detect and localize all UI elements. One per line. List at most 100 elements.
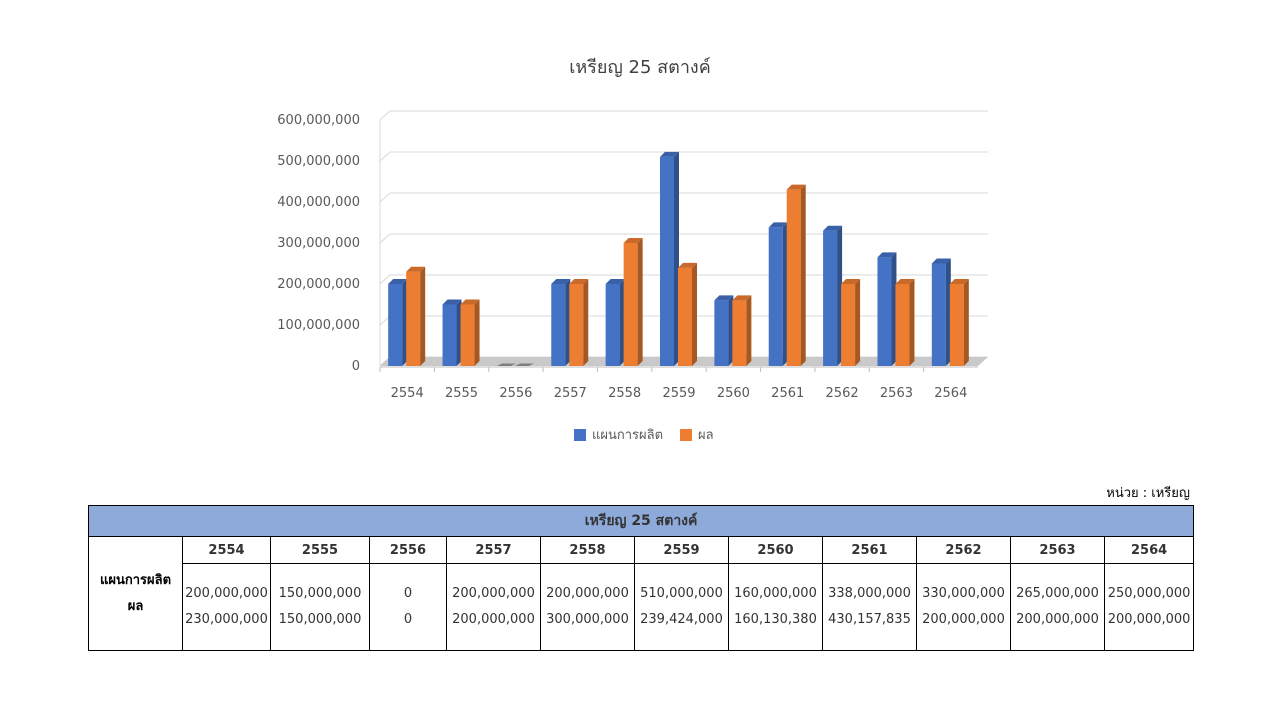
legend-label: ผล [698,428,714,443]
x-tick-label: 2558 [608,386,641,401]
legend-label: แผนการผลิต [592,428,663,443]
grid-connector [379,192,391,203]
x-tick-label: 2562 [826,386,859,401]
actual-value: 200,000,000 [452,612,535,627]
actual-value: 300,000,000 [546,612,629,627]
table-value-cell: 330,000,000 200,000,000 [916,563,1011,651]
plan-value: 200,000,000 [185,586,268,601]
plan-value: 338,000,000 [828,586,911,601]
actual-value: 239,424,000 [640,612,723,627]
bar-actual [841,279,861,366]
bar-plan [660,151,679,366]
plan-value: 330,000,000 [922,586,1005,601]
x-tick-label: 2560 [717,386,750,401]
x-tick-label: 2559 [662,386,695,401]
bar-plan [605,279,625,366]
grid-connector [379,274,391,285]
bar-plan [442,299,462,366]
table-year-header: 2555 [270,536,370,564]
legend-swatch [574,429,586,441]
actual-value: 230,000,000 [185,612,268,627]
table-value-cell: 150,000,000 150,000,000 [270,563,370,651]
bar-plan [931,258,951,366]
row-label-plan: แผนการผลิต [99,572,172,588]
bar-actual [949,279,969,366]
y-tick-label: 300,000,000 [277,236,360,251]
bar-plan [388,279,408,366]
bar-actual [460,299,480,366]
bar-plan [551,279,571,366]
table-year-header: 2563 [1010,536,1105,564]
actual-value: 200,000,000 [1107,612,1191,627]
table-year-header: 2562 [916,536,1011,564]
plan-value: 200,000,000 [452,586,535,601]
plan-value: 150,000,000 [278,586,362,601]
data-table: เหรียญ 25 สตางค์ แผนการผลิต ผล 2554 2555 2… [87,505,1195,651]
x-tick-label: 2555 [445,386,478,401]
y-tick-label: 500,000,000 [277,154,360,169]
table-value-cell: 200,000,000 200,000,000 [446,563,541,651]
x-tick-label: 2563 [880,386,913,401]
row-label-actual: ผล [127,598,144,614]
bar-actual [514,363,534,366]
row-labels-cell: แผนการผลิต ผล [88,536,183,651]
grid-connector [379,233,391,244]
table-year-header: 2560 [728,536,823,564]
table-year-header: 2561 [822,536,917,564]
legend-swatch [680,429,692,441]
bar-plan [877,252,897,366]
actual-value: 430,157,835 [828,612,911,627]
plan-value: 200,000,000 [546,586,629,601]
table-value-cell: 200,000,000 230,000,000 [182,563,271,651]
actual-value: 150,000,000 [278,612,362,627]
y-tick-label: 100,000,000 [277,318,360,333]
table-values-row: 200,000,000 230,000,000 150,000,000 150,000… [89,563,1195,651]
table-header-row: แผนการผลิต ผล 2554 2555 2556 2557 2558 2559 25… [88,536,1195,651]
actual-value: 200,000,000 [922,612,1005,627]
bar-actual [678,262,697,366]
table-value-cell: 510,000,000 239,424,000 [634,563,729,651]
unit-label: หน่วย : เหรียญ [1106,486,1190,501]
bar-plan [768,222,788,366]
y-tick-label: 0 [352,359,360,374]
plan-value: 510,000,000 [640,586,723,601]
bar-plan [823,225,843,366]
table-year-header: 2558 [540,536,635,564]
table-value-cell: 160,000,000 160,130,380 [728,563,823,651]
grid-connector [379,110,391,121]
bar-chart: 0 100,000,000 200,000,000 300,000,000 400,00… [277,110,988,443]
plan-value: 0 [403,586,413,601]
x-tick-label: 2561 [771,386,804,401]
grid-connector [379,151,391,162]
actual-value: 160,130,380 [734,612,817,627]
table-value-cell: 265,000,000 200,000,000 [1010,563,1105,651]
plan-value: 160,000,000 [734,586,817,601]
actual-value: 200,000,000 [1016,612,1099,627]
table-value-cell: 200,000,000 300,000,000 [540,563,635,651]
bar-actual [732,295,752,366]
x-tick-label: 2564 [934,386,967,401]
bar-actual [623,238,643,366]
plan-value: 265,000,000 [1016,586,1099,601]
table-year-header: 2559 [634,536,729,564]
table-year-header: 2554 [182,536,271,564]
bar-actual [406,266,426,366]
bar-actual [895,279,915,366]
y-tick-label: 200,000,000 [277,277,360,292]
table-value-cell: 338,000,000 430,157,835 [822,563,917,651]
table-year-header: 2557 [446,536,541,564]
y-tick-label: 400,000,000 [277,195,360,210]
table-year-header: 2564 [1103,536,1195,564]
x-tick-label: 2557 [554,386,587,401]
table-year-header: 2556 [369,536,447,564]
plan-value: 250,000,000 [1107,586,1191,601]
y-tick-label: 600,000,000 [277,113,360,128]
bar-actual [786,184,806,366]
bar-plan [496,363,516,366]
x-tick-label: 2556 [499,386,532,401]
bar-plan [714,295,734,366]
table-value-cell: 250,000,000 200,000,000 [1103,563,1195,651]
table-title: เหรียญ 25 สตางค์ [87,505,1195,537]
actual-value: 0 [403,612,413,627]
